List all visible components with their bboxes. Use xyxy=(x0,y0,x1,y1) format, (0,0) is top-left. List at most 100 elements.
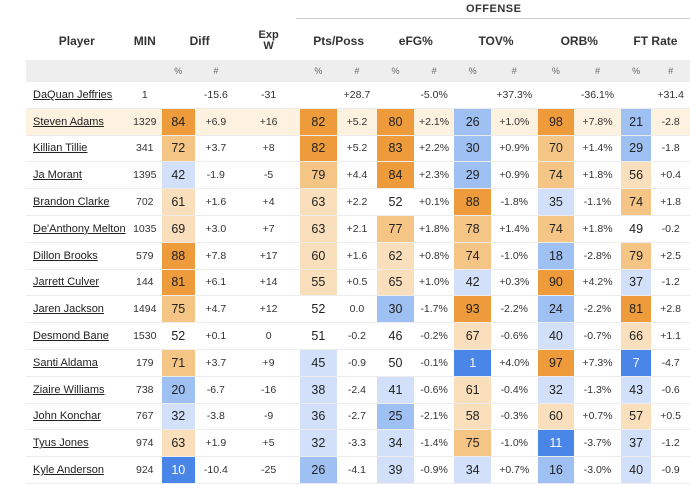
player-link[interactable]: Ziaire Williams xyxy=(33,383,105,396)
percentile-cell: 93 xyxy=(454,295,491,324)
value-cell: +28.7 xyxy=(336,82,378,109)
value-cell: +7.8 xyxy=(194,242,238,270)
sub-empty xyxy=(237,60,301,82)
percentile-cell: 74 xyxy=(620,188,652,216)
player-link[interactable]: John Konchar xyxy=(33,410,101,423)
expw-header-line1: Exp xyxy=(258,29,279,41)
percentile-cell: 61 xyxy=(162,188,195,216)
percentile-cell: 63 xyxy=(300,215,337,243)
col-ft-header[interactable]: FT Rate xyxy=(633,34,678,48)
value-cell: +1.0% xyxy=(490,108,538,136)
percentile-cell: 63 xyxy=(162,429,195,458)
value-cell: +0.7% xyxy=(490,456,538,484)
percentile-cell: 88 xyxy=(162,242,195,270)
value-cell: +31.4 xyxy=(651,82,690,109)
percentile-cell: 88 xyxy=(454,188,491,216)
player-link[interactable]: Tyus Jones xyxy=(33,437,89,450)
player-name-cell: Ja Morant xyxy=(26,161,128,190)
player-link[interactable]: De'Anthony Melton xyxy=(33,222,126,235)
value-cell: +3.0 xyxy=(194,215,238,243)
player-name-cell: Jaren Jackson xyxy=(26,295,128,324)
value-cell: +1.9 xyxy=(194,429,238,458)
table-row: John Konchar 767 32 -3.8 -9 36 -2.7 25 -2.1% 58 -0… xyxy=(26,403,690,431)
percentile-cell: 52 xyxy=(162,322,195,350)
player-name-cell: Ziaire Williams xyxy=(26,376,128,404)
value-cell: +6.1 xyxy=(194,269,238,297)
percentile-cell: 81 xyxy=(162,269,195,297)
value-cell: +1.4% xyxy=(490,215,538,243)
percentile-cell: 62 xyxy=(377,242,414,270)
table-row: Steven Adams 1329 84 +6.9 +16 82 +5.2 80 +2.1% 26… xyxy=(26,108,690,136)
value-cell: -1.1% xyxy=(574,188,621,216)
percentile-cell: 45 xyxy=(300,349,337,377)
player-link[interactable]: Jarrett Culver xyxy=(33,276,100,289)
value-cell: +14 xyxy=(237,269,301,297)
col-expw-header[interactable]: Exp W xyxy=(237,22,300,60)
percentile-cell: 24 xyxy=(537,295,575,324)
player-link[interactable]: Dillon Brooks xyxy=(33,249,98,262)
value-cell: -2.2% xyxy=(490,295,538,324)
player-link[interactable]: Steven Adams xyxy=(33,115,104,128)
value-cell: +5.2 xyxy=(336,108,378,136)
player-name-cell: Jarrett Culver xyxy=(26,269,128,297)
sub-num: # xyxy=(336,60,378,82)
percentile-cell: 7 xyxy=(620,349,652,377)
col-diff-header[interactable]: Diff xyxy=(189,34,210,48)
percentile-cell: 57 xyxy=(620,403,652,431)
player-link[interactable]: Desmond Bane xyxy=(33,330,109,343)
col-efg-header[interactable]: eFG% xyxy=(398,34,433,48)
percentile-cell: 42 xyxy=(454,269,491,297)
player-link[interactable]: Santi Aldama xyxy=(33,356,98,369)
value-cell: -36.1% xyxy=(574,82,621,109)
col-player-header[interactable]: Player xyxy=(58,34,95,48)
player-link[interactable]: Brandon Clarke xyxy=(33,196,110,209)
sub-pct: % xyxy=(454,60,491,82)
percentile-cell: 43 xyxy=(620,376,652,404)
value-cell: 1 xyxy=(127,82,163,109)
col-tov-header[interactable]: TOV% xyxy=(478,34,514,48)
col-min-header[interactable]: MIN xyxy=(133,34,156,48)
player-link[interactable]: Ja Morant xyxy=(33,169,82,182)
value-cell: +0.7% xyxy=(574,403,621,431)
value-cell: +12 xyxy=(237,295,301,324)
value-cell: -16 xyxy=(237,376,301,404)
percentile-cell: 67 xyxy=(454,322,491,350)
percentile-cell: 78 xyxy=(454,215,491,243)
percentile-cell: 70 xyxy=(537,135,575,163)
player-name-cell: DaQuan Jeffries xyxy=(26,82,128,109)
percentile-cell: 1 xyxy=(454,349,491,377)
table-row: DaQuan Jeffries 1 -15.6 -31 +28.7 -5.0% +37.3%… xyxy=(26,82,690,109)
player-link[interactable]: Kyle Anderson xyxy=(33,464,104,477)
percentile-cell: 79 xyxy=(300,161,337,190)
value-cell: +4.0% xyxy=(490,349,538,377)
percentile-cell: 20 xyxy=(162,376,195,404)
percentile-cell: 81 xyxy=(620,295,652,324)
value-cell: +9 xyxy=(237,349,301,377)
col-orb-header[interactable]: ORB% xyxy=(560,34,598,48)
subheader-row: % # % # % # % # % # % # xyxy=(26,60,690,82)
percentile-cell: 52 xyxy=(377,188,414,216)
player-link[interactable]: DaQuan Jeffries xyxy=(33,88,113,101)
value-cell: -1.0% xyxy=(490,429,538,458)
percentile-cell: 74 xyxy=(537,161,575,190)
value-cell: +7.8% xyxy=(574,108,621,136)
value-cell: 0 xyxy=(237,322,301,350)
sub-empty xyxy=(127,60,163,82)
percentile-cell: 42 xyxy=(162,161,195,190)
percentile-cell xyxy=(162,82,195,109)
percentile-cell: 98 xyxy=(537,108,575,136)
value-cell: +0.1% xyxy=(413,188,455,216)
value-cell: +8 xyxy=(237,135,301,163)
value-cell: 1395 xyxy=(127,161,163,190)
col-pts-header[interactable]: Pts/Poss xyxy=(313,34,364,48)
value-cell: -0.6 xyxy=(651,376,690,404)
table-row: Santi Aldama 179 71 +3.7 +9 45 -0.9 50 -0.1% 1 +4.… xyxy=(26,349,690,377)
table-body: DaQuan Jeffries 1 -15.6 -31 +28.7 -5.0% +37.3%… xyxy=(26,82,690,484)
value-cell: +0.3% xyxy=(490,269,538,297)
percentile-cell: 74 xyxy=(454,242,491,270)
player-name-cell: Steven Adams xyxy=(26,108,128,136)
player-link[interactable]: Killian Tillie xyxy=(33,142,88,155)
player-link[interactable]: Jaren Jackson xyxy=(33,303,104,316)
percentile-cell: 11 xyxy=(537,429,575,458)
sub-num: # xyxy=(490,60,538,82)
